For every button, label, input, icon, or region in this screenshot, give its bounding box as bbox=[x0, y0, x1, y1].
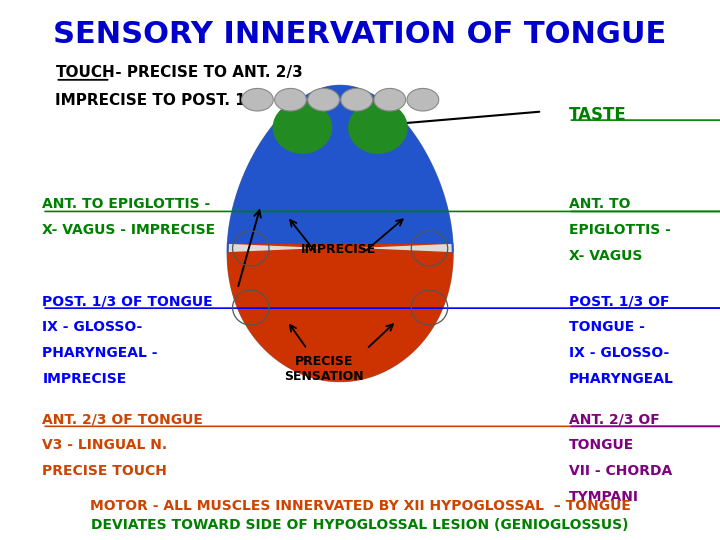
Text: ANT. 2/3 OF: ANT. 2/3 OF bbox=[569, 413, 660, 427]
Ellipse shape bbox=[374, 89, 405, 111]
Text: X- VAGUS - IMPRECISE: X- VAGUS - IMPRECISE bbox=[42, 223, 215, 237]
Text: POST. 1/3 OF: POST. 1/3 OF bbox=[569, 294, 669, 308]
Text: - PRECISE TO ANT. 2/3: - PRECISE TO ANT. 2/3 bbox=[110, 65, 303, 80]
Ellipse shape bbox=[407, 89, 438, 111]
Ellipse shape bbox=[341, 89, 372, 111]
Text: TYMPANI: TYMPANI bbox=[569, 490, 639, 504]
Text: IMPRECISE: IMPRECISE bbox=[301, 243, 377, 256]
Text: ANT. TO: ANT. TO bbox=[569, 198, 630, 212]
Text: IMPRECISE TO POST. 1/3: IMPRECISE TO POST. 1/3 bbox=[55, 93, 263, 107]
Text: PHARYNGEAL: PHARYNGEAL bbox=[569, 372, 673, 386]
Text: POST. 1/3 OF TONGUE: POST. 1/3 OF TONGUE bbox=[42, 294, 213, 308]
Text: TOUCH: TOUCH bbox=[55, 65, 115, 80]
Ellipse shape bbox=[274, 102, 331, 153]
Text: EPIGLOTTIS -: EPIGLOTTIS - bbox=[569, 223, 670, 237]
Text: IX - GLOSSO-: IX - GLOSSO- bbox=[569, 346, 669, 360]
Text: SENSORY INNERVATION OF TONGUE: SENSORY INNERVATION OF TONGUE bbox=[53, 20, 667, 49]
Ellipse shape bbox=[348, 102, 407, 153]
Ellipse shape bbox=[307, 89, 339, 111]
Text: IMPRECISE: IMPRECISE bbox=[42, 372, 127, 386]
Text: V3 - LINGUAL N.: V3 - LINGUAL N. bbox=[42, 438, 167, 452]
Ellipse shape bbox=[241, 89, 274, 111]
Text: PHARYNGEAL -: PHARYNGEAL - bbox=[42, 346, 158, 360]
Text: ANT. TO EPIGLOTTIS -: ANT. TO EPIGLOTTIS - bbox=[42, 198, 210, 212]
Text: TONGUE -: TONGUE - bbox=[569, 320, 644, 334]
Text: ANT. 2/3 OF TONGUE: ANT. 2/3 OF TONGUE bbox=[42, 413, 203, 427]
Text: IX - GLOSSO-: IX - GLOSSO- bbox=[42, 320, 143, 334]
Text: MOTOR - ALL MUSCLES INNERVATED BY XII HYPOGLOSSAL  – TONGUE: MOTOR - ALL MUSCLES INNERVATED BY XII HY… bbox=[89, 500, 631, 514]
Polygon shape bbox=[228, 86, 453, 253]
Text: DEVIATES TOWARD SIDE OF HYPOGLOSSAL LESION (GENIOGLOSSUS): DEVIATES TOWARD SIDE OF HYPOGLOSSAL LESI… bbox=[91, 518, 629, 532]
Text: X- VAGUS: X- VAGUS bbox=[569, 249, 642, 263]
Text: TASTE: TASTE bbox=[569, 106, 626, 124]
Text: PRECISE
SENSATION: PRECISE SENSATION bbox=[284, 355, 364, 383]
Text: VII - CHORDA: VII - CHORDA bbox=[569, 464, 672, 478]
Text: PRECISE TOUCH: PRECISE TOUCH bbox=[42, 464, 167, 478]
Polygon shape bbox=[228, 86, 453, 381]
Text: TONGUE: TONGUE bbox=[569, 438, 634, 452]
Polygon shape bbox=[228, 243, 453, 381]
Ellipse shape bbox=[274, 89, 307, 111]
